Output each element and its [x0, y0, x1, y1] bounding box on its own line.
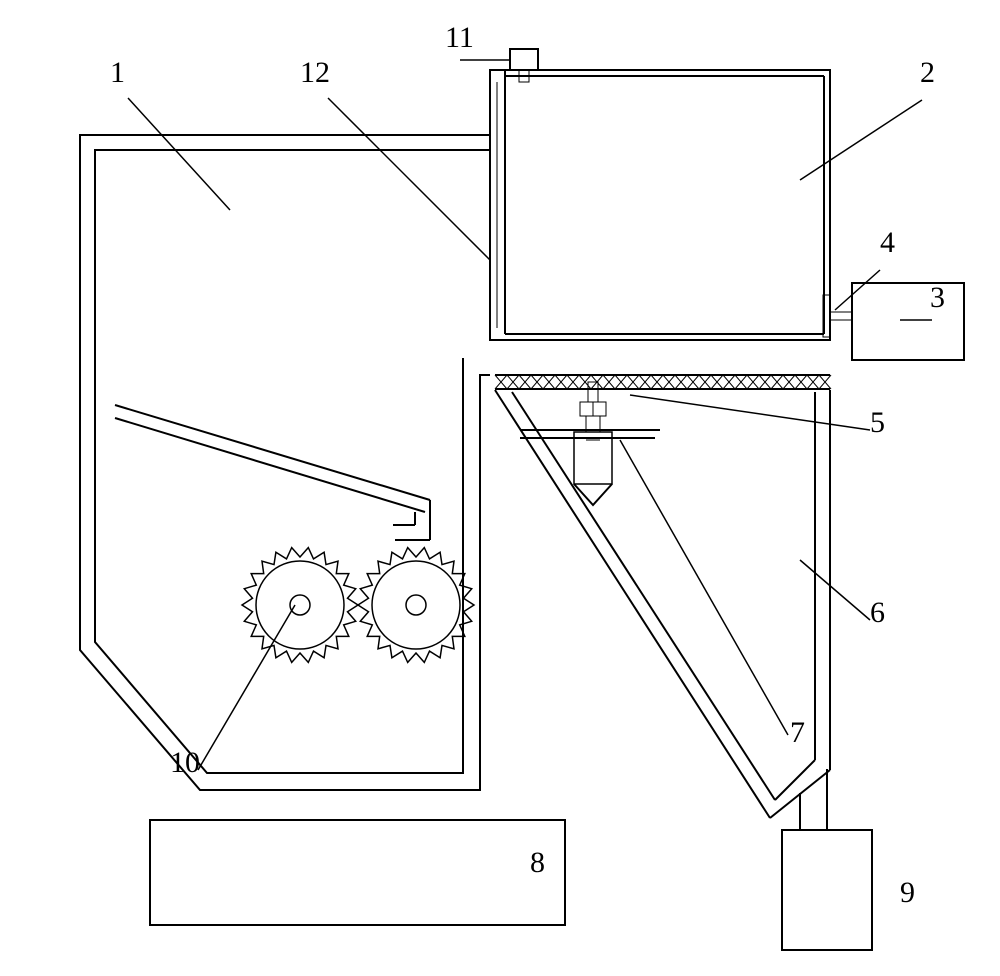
callout-12: 12	[300, 56, 330, 90]
callout-1: 1	[110, 56, 125, 90]
leader-4	[835, 270, 880, 310]
callout-2: 2	[920, 56, 935, 90]
callout-4: 4	[880, 226, 895, 260]
collector-box-8	[150, 820, 565, 925]
gear-left-icon	[242, 548, 358, 663]
leader-lines	[128, 60, 932, 770]
callout-9: 9	[900, 876, 915, 910]
leader-1	[128, 98, 230, 210]
geometry-layer	[80, 49, 964, 950]
gear-right-icon	[358, 548, 474, 663]
callout-5: 5	[870, 406, 885, 440]
callout-8: 8	[530, 846, 545, 880]
motor-box	[852, 283, 964, 360]
upper-box-outer	[490, 70, 830, 340]
leader-6	[800, 560, 870, 620]
left-housing-outer	[80, 135, 490, 790]
collector-box-9	[782, 830, 872, 950]
left-housing-inner	[95, 150, 490, 773]
leader-2	[800, 100, 922, 180]
callout-10: 10	[170, 746, 200, 780]
callout-3: 3	[930, 281, 945, 315]
leader-5	[630, 395, 870, 430]
leader-12	[328, 98, 490, 260]
callout-7: 7	[790, 716, 805, 750]
callout-6: 6	[870, 596, 885, 630]
callout-11: 11	[445, 21, 474, 55]
motor-shaft	[830, 312, 852, 320]
diagram-canvas	[0, 0, 1000, 976]
spray-nozzle	[574, 484, 612, 505]
leader-10	[198, 605, 295, 770]
